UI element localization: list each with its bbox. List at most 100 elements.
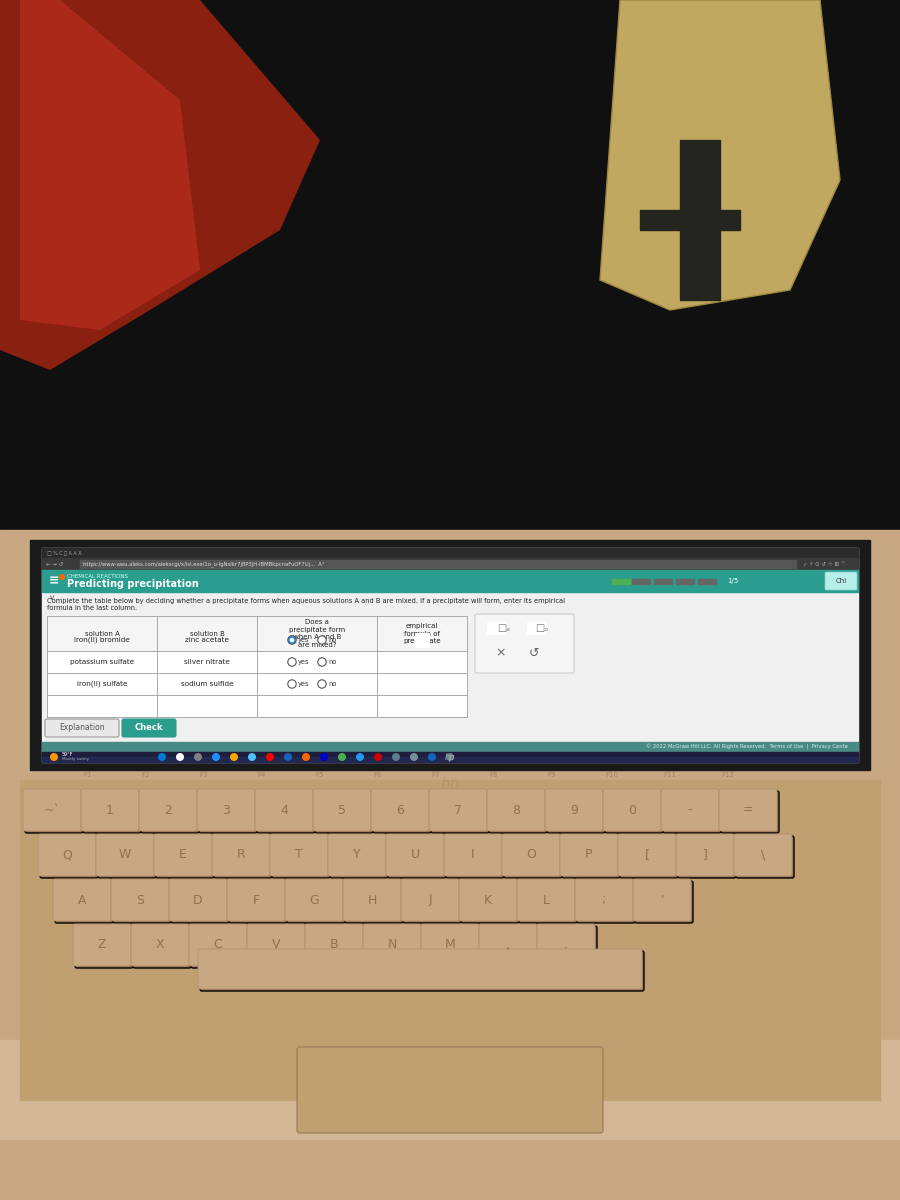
Text: P: P: [585, 848, 593, 862]
FancyBboxPatch shape: [255, 790, 313, 830]
Text: V: V: [272, 938, 280, 952]
FancyBboxPatch shape: [200, 950, 644, 991]
Circle shape: [318, 636, 326, 644]
Bar: [680, 140, 720, 300]
FancyBboxPatch shape: [154, 834, 212, 876]
Polygon shape: [600, 0, 840, 310]
Circle shape: [446, 754, 454, 761]
Text: 1: 1: [106, 804, 114, 816]
FancyBboxPatch shape: [603, 790, 661, 830]
FancyBboxPatch shape: [83, 791, 141, 833]
Circle shape: [410, 754, 418, 761]
Bar: [676, 578, 694, 583]
Text: 4: 4: [280, 804, 288, 816]
Text: E: E: [179, 848, 187, 862]
FancyBboxPatch shape: [297, 1046, 603, 1133]
FancyBboxPatch shape: [537, 924, 595, 966]
Text: □ % C ⓜ A A X: □ % C ⓜ A A X: [47, 551, 82, 556]
FancyBboxPatch shape: [330, 836, 388, 878]
FancyBboxPatch shape: [189, 924, 247, 966]
FancyBboxPatch shape: [227, 878, 285, 922]
Text: -: -: [688, 804, 692, 816]
FancyBboxPatch shape: [131, 924, 189, 966]
Text: 59°F: 59°F: [62, 752, 74, 757]
Text: © 2022 McGraw Hill LLC. All Rights Reserved.  Terms of Use  |  Privacy Cente: © 2022 McGraw Hill LLC. All Rights Reser…: [646, 744, 848, 750]
FancyBboxPatch shape: [169, 878, 227, 922]
FancyBboxPatch shape: [247, 924, 305, 966]
Bar: [30, 540, 870, 770]
Text: L: L: [543, 894, 550, 906]
FancyBboxPatch shape: [313, 790, 371, 830]
Bar: [0, 1140, 900, 1200]
FancyBboxPatch shape: [272, 836, 330, 878]
FancyBboxPatch shape: [461, 881, 519, 923]
Bar: [612, 578, 630, 583]
Bar: [80, 560, 796, 568]
Circle shape: [302, 754, 310, 761]
Text: F: F: [252, 894, 259, 906]
Bar: [500, 0, 900, 400]
Bar: [680, 100, 710, 300]
FancyBboxPatch shape: [285, 878, 343, 922]
FancyBboxPatch shape: [401, 878, 459, 922]
Circle shape: [248, 754, 256, 761]
FancyBboxPatch shape: [504, 836, 562, 878]
FancyBboxPatch shape: [171, 881, 229, 923]
FancyBboxPatch shape: [475, 614, 574, 673]
Text: no: no: [328, 659, 337, 665]
Bar: [42, 742, 858, 752]
FancyBboxPatch shape: [191, 926, 249, 968]
Bar: [415, 677, 429, 691]
Text: F8: F8: [489, 772, 498, 778]
FancyBboxPatch shape: [307, 926, 365, 968]
Circle shape: [288, 679, 296, 689]
FancyBboxPatch shape: [562, 836, 620, 878]
Circle shape: [194, 754, 202, 761]
FancyBboxPatch shape: [328, 834, 386, 876]
Text: silver nitrate: silver nitrate: [184, 659, 230, 665]
Circle shape: [59, 574, 65, 580]
FancyBboxPatch shape: [305, 924, 363, 966]
FancyBboxPatch shape: [363, 924, 421, 966]
Bar: [42, 752, 858, 762]
Bar: [527, 622, 545, 634]
Text: =: =: [742, 804, 753, 816]
Text: ≡: ≡: [49, 575, 59, 588]
FancyBboxPatch shape: [489, 791, 547, 833]
FancyBboxPatch shape: [257, 791, 315, 833]
Text: F2: F2: [141, 772, 149, 778]
Text: Mostly sunny: Mostly sunny: [62, 757, 89, 761]
Text: 0: 0: [628, 804, 636, 816]
Text: F1: F1: [83, 772, 92, 778]
Text: Does a
precipitate form
when A and B
are mixed?: Does a precipitate form when A and B are…: [289, 619, 345, 648]
Text: solution A: solution A: [85, 630, 120, 636]
FancyBboxPatch shape: [55, 881, 113, 923]
FancyBboxPatch shape: [719, 790, 777, 830]
Text: T: T: [295, 848, 303, 862]
Text: W: W: [119, 848, 131, 862]
Text: F9: F9: [547, 772, 555, 778]
FancyBboxPatch shape: [96, 834, 154, 876]
FancyBboxPatch shape: [45, 719, 119, 737]
FancyBboxPatch shape: [198, 949, 642, 989]
Text: D: D: [194, 894, 202, 906]
FancyBboxPatch shape: [577, 881, 635, 923]
FancyBboxPatch shape: [421, 924, 479, 966]
FancyBboxPatch shape: [365, 926, 423, 968]
Text: ×: ×: [495, 647, 506, 660]
Text: hp: hp: [440, 778, 460, 792]
Bar: [0, 0, 900, 550]
FancyBboxPatch shape: [825, 572, 857, 590]
Text: A: A: [77, 894, 86, 906]
Text: Predicting precipitation: Predicting precipitation: [67, 578, 199, 589]
FancyBboxPatch shape: [23, 790, 81, 830]
FancyBboxPatch shape: [133, 926, 191, 968]
Text: Z: Z: [98, 938, 106, 952]
FancyBboxPatch shape: [423, 926, 481, 968]
Circle shape: [392, 754, 400, 761]
FancyBboxPatch shape: [214, 836, 272, 878]
Bar: [47, 616, 467, 716]
FancyBboxPatch shape: [575, 878, 633, 922]
Text: J: J: [428, 894, 432, 906]
Text: N: N: [387, 938, 397, 952]
